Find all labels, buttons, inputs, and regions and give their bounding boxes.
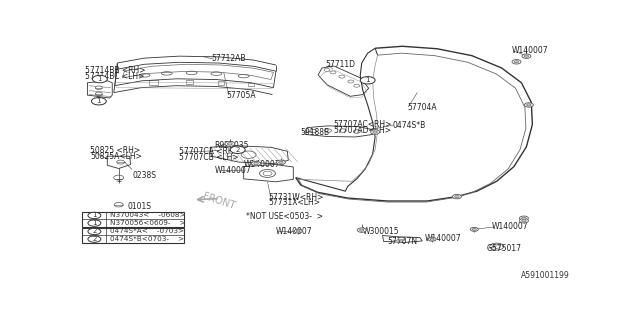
Circle shape: [522, 220, 526, 222]
Text: 0474S*B: 0474S*B: [392, 121, 426, 130]
Circle shape: [92, 75, 108, 83]
Text: 1: 1: [365, 77, 370, 83]
Text: W140007: W140007: [276, 227, 312, 236]
Circle shape: [296, 230, 300, 232]
Circle shape: [522, 217, 526, 220]
Circle shape: [88, 212, 101, 219]
Circle shape: [520, 216, 529, 220]
Circle shape: [278, 161, 283, 164]
Text: 1: 1: [92, 220, 97, 226]
Bar: [248, 83, 254, 86]
Bar: [149, 80, 158, 85]
Circle shape: [88, 228, 101, 235]
Circle shape: [371, 130, 380, 134]
Text: 57707AD<LH>: 57707AD<LH>: [333, 125, 391, 135]
Text: N370043<    -0608>: N370043< -0608>: [110, 212, 186, 219]
Text: G575017: G575017: [486, 244, 522, 253]
Circle shape: [276, 160, 285, 164]
Text: 2: 2: [236, 147, 240, 153]
Circle shape: [360, 229, 364, 231]
Text: 1: 1: [97, 76, 102, 82]
Text: 57704A: 57704A: [408, 103, 437, 112]
Circle shape: [88, 236, 101, 242]
Circle shape: [515, 61, 518, 63]
Text: 50825A<LH>: 50825A<LH>: [90, 152, 142, 161]
Bar: [83, 212, 184, 227]
Circle shape: [225, 141, 235, 146]
Text: 1: 1: [92, 212, 97, 219]
Circle shape: [116, 160, 125, 164]
Text: W140007: W140007: [244, 160, 280, 169]
Circle shape: [470, 228, 478, 231]
Bar: [218, 81, 225, 85]
Bar: [186, 80, 193, 84]
Text: 0474S*A<    -0703>: 0474S*A< -0703>: [110, 228, 184, 235]
Circle shape: [522, 54, 531, 58]
Text: 0101S: 0101S: [127, 202, 151, 211]
Circle shape: [294, 229, 302, 233]
Circle shape: [254, 163, 259, 165]
Text: 0474S*B<0703-    >: 0474S*B<0703- >: [110, 236, 184, 242]
Circle shape: [227, 143, 232, 145]
Circle shape: [430, 238, 434, 240]
Text: 57714BB <RH>: 57714BB <RH>: [85, 66, 145, 75]
Circle shape: [520, 219, 529, 223]
Circle shape: [360, 76, 375, 84]
Text: 2: 2: [92, 236, 97, 242]
Circle shape: [88, 220, 101, 226]
Text: 0238S: 0238S: [132, 172, 156, 180]
Text: 50825 <RH>: 50825 <RH>: [90, 146, 140, 155]
Circle shape: [527, 104, 531, 106]
Circle shape: [114, 203, 123, 207]
Text: W300015: W300015: [363, 227, 399, 236]
Text: 2: 2: [92, 228, 97, 235]
Text: 57731W<RH>: 57731W<RH>: [269, 193, 324, 202]
Text: FRONT: FRONT: [202, 191, 236, 211]
Text: W140007: W140007: [492, 222, 528, 231]
Text: N370056<0609-    >: N370056<0609- >: [110, 220, 186, 226]
Text: 57707CA <RH>: 57707CA <RH>: [179, 147, 240, 156]
Text: R920035: R920035: [214, 141, 248, 150]
Text: 57707CB <LH>: 57707CB <LH>: [179, 153, 239, 162]
Circle shape: [373, 131, 378, 133]
Text: 57705A: 57705A: [227, 91, 256, 100]
Circle shape: [398, 237, 405, 241]
Circle shape: [452, 194, 461, 199]
Circle shape: [512, 60, 521, 64]
Circle shape: [455, 196, 459, 198]
Circle shape: [95, 92, 102, 96]
Circle shape: [524, 103, 533, 107]
Circle shape: [524, 55, 529, 57]
Text: W140007: W140007: [215, 166, 252, 175]
Text: 57707N: 57707N: [388, 237, 418, 246]
Text: 57711D: 57711D: [326, 60, 356, 69]
Text: 57712AB: 57712AB: [211, 54, 246, 63]
Text: 59188B: 59188B: [301, 128, 330, 137]
Text: W140007: W140007: [425, 234, 461, 243]
Circle shape: [252, 161, 260, 166]
Text: 57731X<LH>: 57731X<LH>: [269, 198, 321, 207]
Text: 57714BC <LH>: 57714BC <LH>: [85, 72, 145, 81]
Circle shape: [357, 228, 366, 232]
Bar: [83, 228, 184, 243]
Text: 1: 1: [97, 98, 101, 104]
Text: *NOT USE<0503-  >: *NOT USE<0503- >: [246, 212, 323, 221]
Circle shape: [428, 237, 436, 241]
Circle shape: [230, 146, 245, 154]
Text: A591001199: A591001199: [522, 271, 570, 280]
Circle shape: [92, 98, 106, 105]
Circle shape: [95, 86, 102, 89]
Text: W140007: W140007: [511, 46, 548, 55]
Circle shape: [472, 228, 476, 230]
Text: 57707AC<RH>: 57707AC<RH>: [333, 120, 391, 129]
